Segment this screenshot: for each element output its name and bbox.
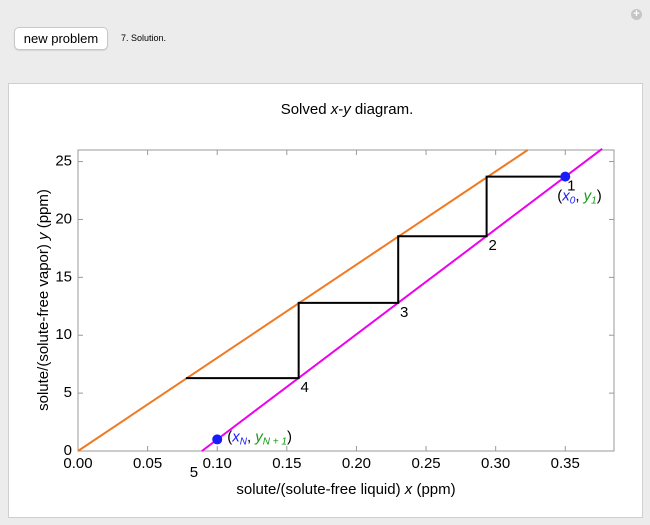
- label-part: (: [227, 428, 232, 445]
- chart-title: Solved x-y diagram.: [281, 101, 414, 118]
- new-problem-button[interactable]: new problem: [14, 27, 108, 50]
- label-part: y: [254, 428, 264, 445]
- label-part: 1: [591, 195, 597, 206]
- label-part: (ppm): [35, 189, 52, 232]
- x-axis-label: solute/(solute-free liquid) x (ppm): [236, 481, 455, 498]
- label-part: N + 1: [263, 436, 287, 447]
- stage-label: 4: [300, 379, 308, 396]
- series-line: [185, 175, 566, 380]
- x-tick-label: 0.05: [133, 455, 162, 472]
- y-axis-label: solute/(solute-free vapor) y (ppm): [35, 189, 52, 411]
- stage-label: 2: [488, 237, 496, 254]
- label-part: x: [561, 188, 570, 205]
- stage-label: 1: [567, 178, 575, 195]
- label-part: N: [240, 436, 248, 447]
- point: [212, 434, 223, 445]
- label-part: (ppm): [412, 481, 455, 498]
- stage-label: 5: [190, 464, 198, 481]
- series-line: [77, 149, 529, 452]
- x-tick-label: 0.30: [481, 455, 510, 472]
- label-part: ): [287, 428, 292, 445]
- y-tick-label: 25: [55, 153, 72, 170]
- point-label: (xN, yN + 1): [227, 428, 292, 447]
- title-part: diagram.: [351, 101, 414, 118]
- label-part: solute/(solute-free liquid): [236, 481, 404, 498]
- x-tick-label: 0.25: [411, 455, 440, 472]
- expand-icon[interactable]: +: [631, 9, 642, 20]
- status-text: 7. Solution.: [121, 33, 167, 43]
- series-line: [201, 148, 603, 452]
- title-part: x: [330, 101, 339, 118]
- stage-label: 3: [400, 304, 408, 321]
- label-part: solute/(solute-free vapor): [35, 240, 52, 411]
- title-part: Solved: [281, 101, 331, 118]
- y-tick-label: 5: [64, 384, 72, 401]
- y-tick-label: 20: [55, 210, 72, 227]
- point-label: (x0, y1): [557, 188, 601, 207]
- title-part: -: [338, 101, 343, 118]
- panel: [8, 83, 643, 518]
- x-tick-label: 0.00: [63, 455, 92, 472]
- label-part: x: [404, 481, 413, 498]
- label-part: y: [35, 231, 52, 241]
- y-tick-label: 15: [55, 268, 72, 285]
- label-part: ,: [247, 428, 255, 445]
- plot-frame: [77, 149, 615, 452]
- label-part: 0: [570, 195, 576, 206]
- label-part: x: [231, 428, 240, 445]
- x-tick-label: 0.35: [551, 455, 580, 472]
- label-part: y: [583, 188, 593, 205]
- label-part: ): [597, 188, 602, 205]
- x-tick-label: 0.10: [203, 455, 232, 472]
- y-tick-label: 10: [55, 326, 72, 343]
- y-tick-label: 0: [64, 442, 72, 459]
- x-tick-label: 0.15: [272, 455, 301, 472]
- title-part: y: [342, 101, 352, 118]
- x-tick-label: 0.20: [342, 455, 371, 472]
- label-part: ,: [575, 188, 583, 205]
- point: [560, 171, 571, 182]
- label-part: (: [557, 188, 562, 205]
